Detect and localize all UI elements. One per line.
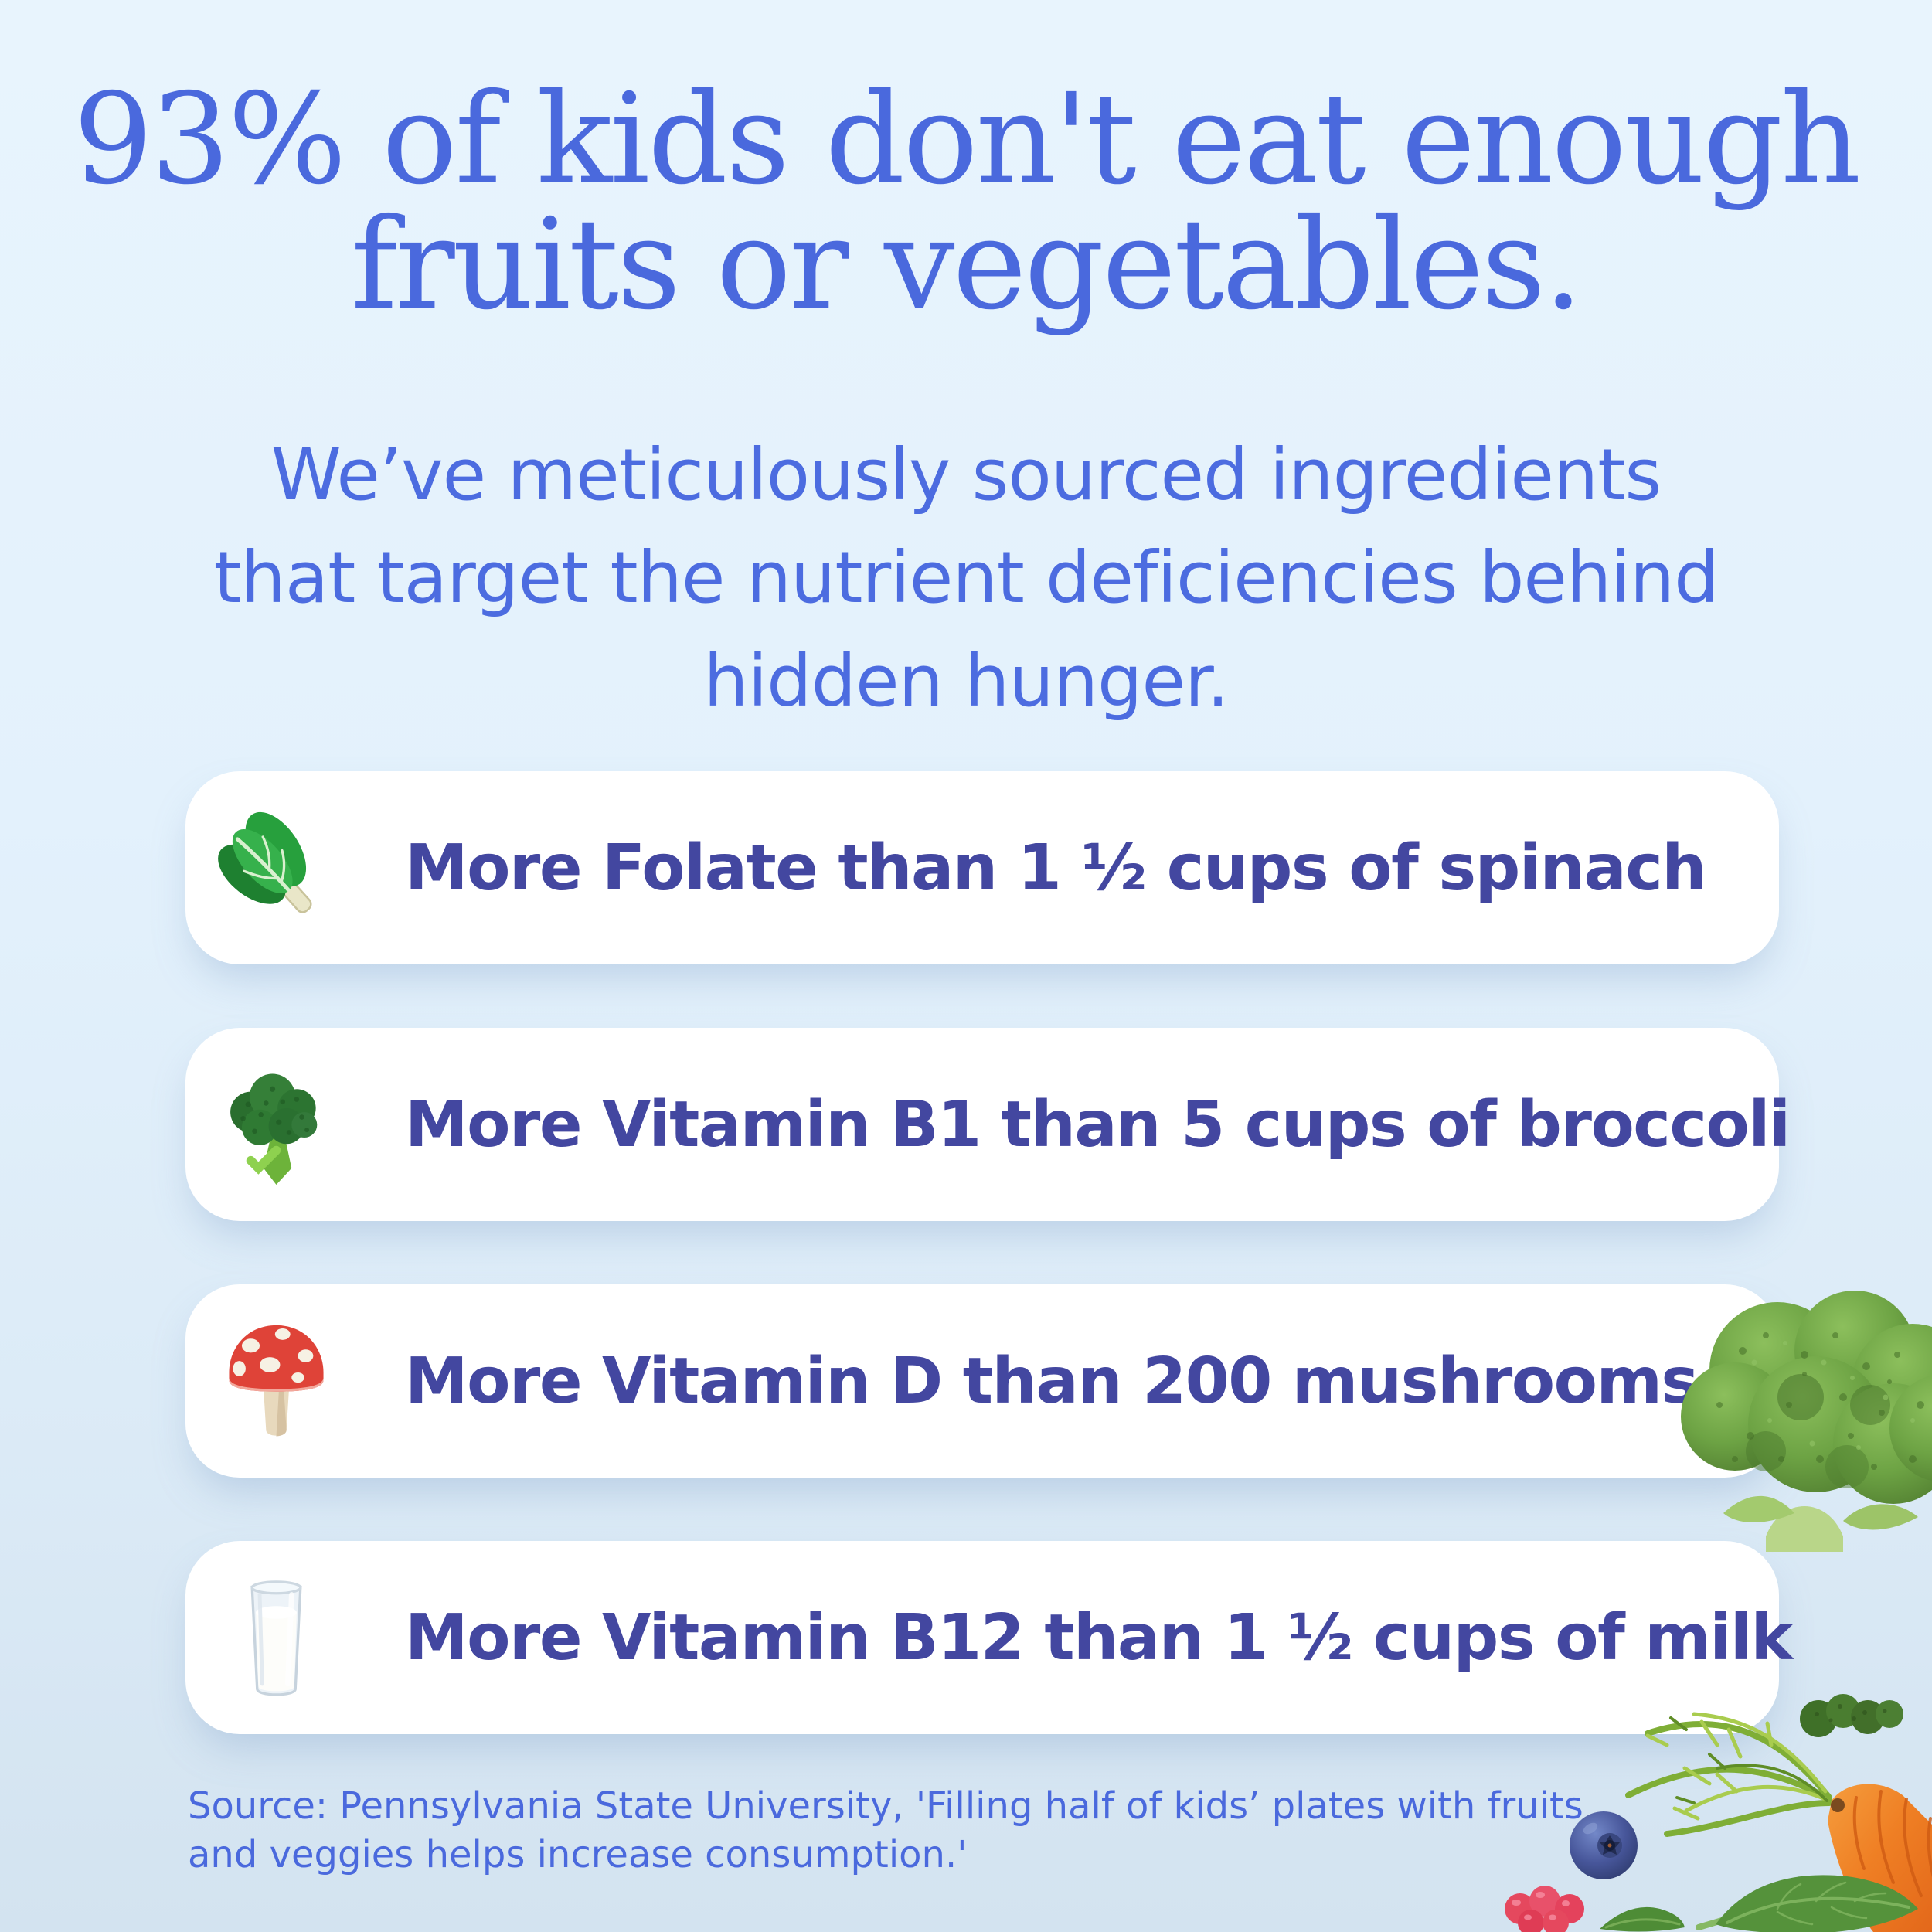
benefit-text: More Vitamin D than 200 mushrooms bbox=[405, 1344, 1699, 1418]
page-title: 93% of kids don't eat enough fruits or v… bbox=[0, 77, 1932, 328]
broccoli-floret-photo bbox=[1797, 1691, 1905, 1740]
milk-glass-icon bbox=[213, 1574, 340, 1702]
benefit-card-b12: More Vitamin B12 than 1 ½ cups of milk bbox=[185, 1541, 1793, 1734]
benefit-text: More Vitamin B12 than 1 ½ cups of milk bbox=[405, 1600, 1793, 1675]
benefit-card-list: More Folate than 1 ½ cups of spinach bbox=[185, 771, 1793, 1734]
benefit-text: More Folate than 1 ½ cups of spinach bbox=[405, 831, 1707, 905]
source-line-1: Source: Pennsylvania State University, '… bbox=[188, 1784, 1583, 1828]
benefit-text: More Vitamin B1 than 5 cups of broccoli bbox=[405, 1087, 1791, 1162]
benefit-card-d: More Vitamin D than 200 mushrooms bbox=[185, 1284, 1779, 1478]
subtitle-line-1: We’ve meticulously sourced ingredients bbox=[270, 434, 1662, 516]
raspberry-photo bbox=[1495, 1879, 1596, 1932]
subtitle-line-3: hidden hunger. bbox=[703, 639, 1229, 723]
source-line-2: and veggies helps increase consumption.' bbox=[188, 1833, 968, 1877]
mushroom-icon bbox=[213, 1318, 340, 1445]
broccoli-icon bbox=[213, 1061, 340, 1189]
subtitle-line-2: that target the nutrient deficiencies be… bbox=[213, 536, 1719, 620]
benefit-card-folate: More Folate than 1 ½ cups of spinach bbox=[185, 771, 1779, 964]
benefit-card-b1: More Vitamin B1 than 5 cups of broccoli bbox=[185, 1028, 1791, 1221]
page-title-line-1: 93% of kids don't eat enough bbox=[73, 67, 1862, 213]
leafy-green-icon bbox=[213, 804, 340, 932]
page-title-line-2: fruits or vegetables. bbox=[351, 192, 1583, 338]
spinach-leaf-small-photo bbox=[1598, 1901, 1687, 1932]
blueberry-photo bbox=[1567, 1808, 1641, 1882]
broccoli-photo bbox=[1650, 1281, 1932, 1552]
spinach-leaf-photo bbox=[1692, 1853, 1932, 1932]
page-subtitle: We’ve meticulously sourced ingredients t… bbox=[0, 423, 1932, 733]
source-note: Source: Pennsylvania State University, '… bbox=[188, 1782, 1583, 1880]
